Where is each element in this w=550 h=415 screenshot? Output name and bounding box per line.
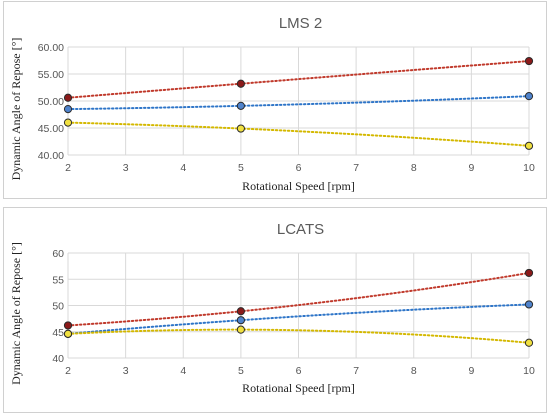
series-3-point	[524, 338, 534, 347]
y-tick-label: 55	[52, 274, 64, 286]
y-tick-label: 60	[52, 248, 64, 260]
x-tick-label: 4	[180, 365, 186, 377]
x-axis-label: Rotational Speed [rpm]	[242, 179, 355, 193]
y-tick-label: 50.00	[38, 96, 64, 108]
y-tick-label: 50	[52, 301, 64, 313]
x-tick-label: 3	[123, 162, 129, 174]
series-3-point	[524, 141, 534, 150]
y-tick-label: 45	[52, 327, 64, 339]
series-2-point	[236, 101, 245, 110]
x-tick-label: 2	[65, 162, 71, 174]
y-tick-label: 40	[52, 353, 64, 365]
series-1-point	[236, 307, 245, 316]
series-1-point	[63, 321, 73, 330]
x-tick-label: 7	[353, 162, 359, 174]
series-3-point	[236, 325, 245, 334]
x-tick-label: 10	[523, 365, 535, 377]
series-1-point	[524, 56, 534, 66]
series-1-point	[63, 93, 73, 102]
series-1-trendline	[67, 60, 530, 99]
y-axis-label: Dynamic Angle of Repose [°]	[9, 38, 23, 181]
x-tick-label: 7	[353, 365, 359, 377]
chart-lms2: LMS 2 40.00 45.00 50.00 55.00 60.00 2 3 4 5 6 7 8 9 10…	[9, 15, 535, 193]
x-axis-label: Rotational Speed [rpm]	[242, 381, 355, 395]
series-2-trendline	[67, 303, 530, 335]
series-2-trendline	[67, 95, 530, 111]
x-tick-label: 5	[238, 365, 244, 377]
series-3-trendline	[67, 328, 530, 344]
series-1-point	[524, 268, 534, 278]
series-3-trendline	[67, 121, 530, 147]
series-3-point	[236, 124, 245, 133]
x-tick-label: 10	[523, 162, 535, 174]
series-2-point	[63, 105, 73, 114]
x-tick-label: 8	[411, 365, 417, 377]
series-2-point	[524, 92, 534, 101]
y-tick-label: 40.00	[38, 150, 64, 162]
x-tick-label: 3	[123, 365, 129, 377]
series-3-point	[63, 329, 73, 338]
y-tick-label: 45.00	[38, 123, 64, 135]
series-3-point	[63, 118, 73, 127]
x-tick-label: 9	[468, 365, 474, 377]
x-tick-label: 8	[411, 162, 417, 174]
chart-title: LCATS	[277, 221, 324, 238]
x-tick-label: 6	[296, 162, 302, 174]
chart-title: LMS 2	[279, 15, 322, 32]
series-1-point	[236, 79, 245, 88]
chart-panel-lcats: LCATS 40 45 50 55 60 2 3 4 5 6 7 8 9 10 Rotational Spee…	[3, 207, 547, 413]
x-tick-label: 4	[180, 162, 186, 174]
series-1-trendline	[67, 271, 530, 327]
x-tick-label: 5	[238, 162, 244, 174]
y-tick-label: 55.00	[38, 69, 64, 81]
x-tick-label: 9	[468, 162, 474, 174]
x-tick-label: 6	[296, 365, 302, 377]
chart-panel-lms2: LMS 2 40.00 45.00 50.00 55.00 60.00 2 3 4 5 6 7 8 9 10…	[3, 1, 547, 199]
series-2-point	[524, 300, 534, 309]
series-2-point	[236, 316, 245, 325]
y-tick-label: 60.00	[38, 42, 64, 54]
x-tick-label: 2	[65, 365, 71, 377]
y-axis-label: Dynamic Angle of Repose [°]	[9, 242, 23, 385]
